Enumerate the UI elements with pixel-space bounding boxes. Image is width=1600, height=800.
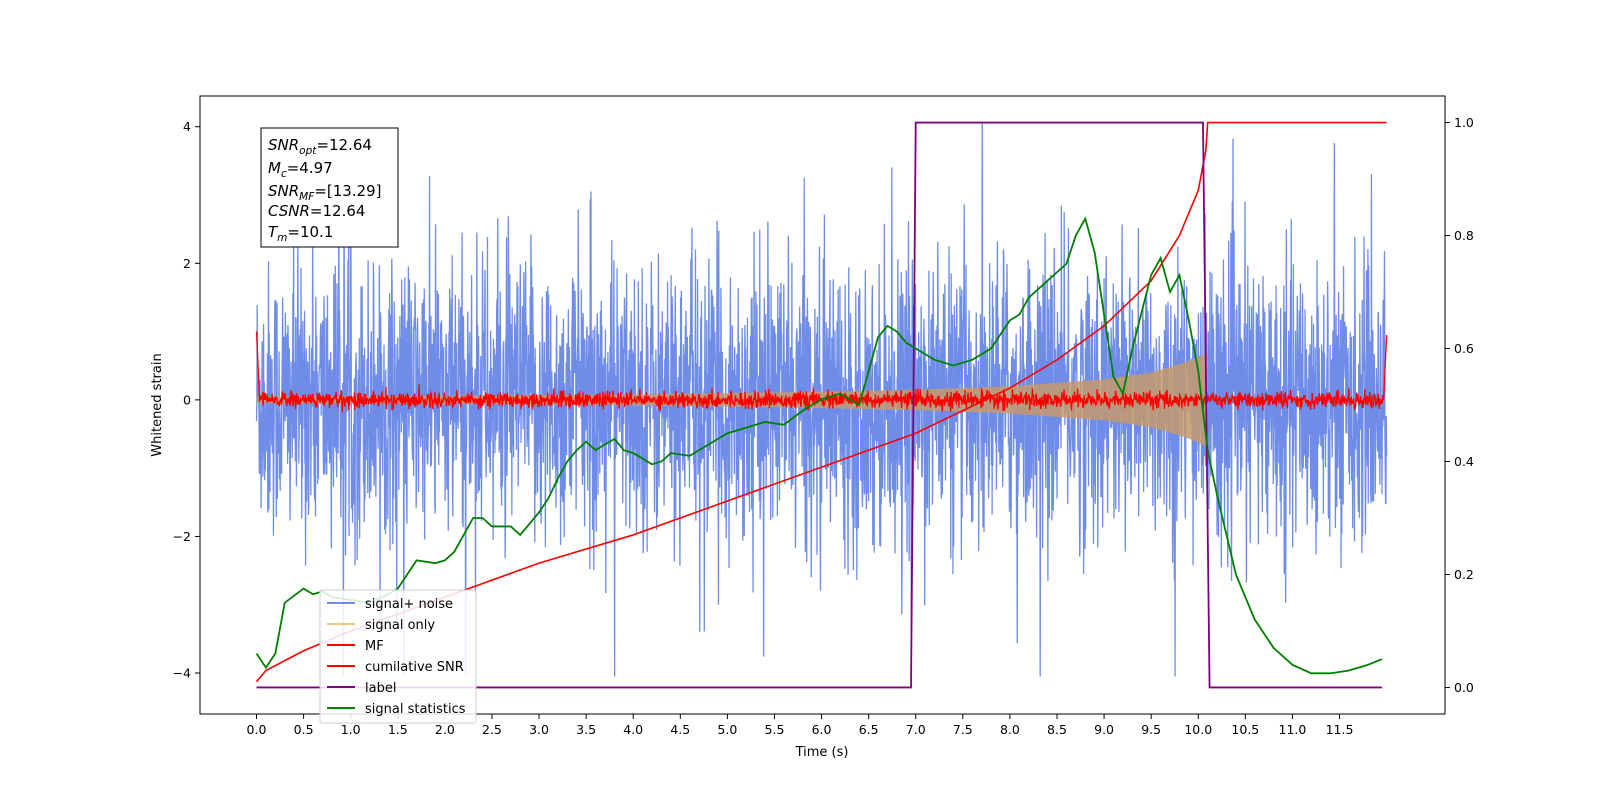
x-tick-label: 4.0 — [623, 722, 643, 737]
x-tick-label: 5.0 — [717, 722, 737, 737]
y-tick-label: 4 — [183, 119, 191, 134]
x-tick-label: 11.0 — [1279, 722, 1307, 737]
x-tick-label: 1.0 — [341, 722, 361, 737]
x-tick-label: 6.5 — [859, 722, 879, 737]
x-axis: 0.0 0.5 1.0 1.5 2.0 2.5 3.0 3.5 4.0 4.5 5.0 5.5 6.0 6… — [247, 714, 1354, 737]
x-tick-label: 3.5 — [576, 722, 596, 737]
x-tick-label: 6.0 — [812, 722, 832, 737]
x-tick-label: 8.5 — [1047, 722, 1067, 737]
stats-snr-mf: SNRMF=[13.29] — [268, 182, 382, 203]
signal-statistics-series — [255, 216, 1383, 675]
y2-tick-label: 0.0 — [1454, 680, 1474, 695]
x-tick-label: 5.5 — [765, 722, 785, 737]
y-tick-label: −4 — [173, 666, 191, 681]
legend-label-signal-statistics: signal statistics — [365, 702, 466, 717]
legend-label-mf: MF — [365, 639, 384, 654]
x-tick-label: 7.0 — [906, 722, 926, 737]
plot-frame — [199, 95, 1446, 715]
y-tick-label: 2 — [183, 256, 191, 271]
y2-tick-label: 1.0 — [1454, 115, 1474, 130]
stats-snr-opt: SNRopt=12.64 — [268, 136, 372, 157]
y2-tick-label: 0.4 — [1454, 454, 1474, 469]
x-tick-label: 9.5 — [1141, 722, 1161, 737]
stats-tm: Tm=10.1 — [268, 223, 333, 244]
x-tick-label: 0.0 — [247, 722, 267, 737]
x-tick-label: 10.5 — [1231, 722, 1259, 737]
x-tick-label: 2.0 — [435, 722, 455, 737]
x-tick-label: 1.5 — [388, 722, 408, 737]
x-tick-label: 10.0 — [1184, 722, 1212, 737]
y-axis-right: 0.0 0.2 0.4 0.6 0.8 1.0 — [1445, 115, 1474, 695]
y-tick-label: −2 — [173, 529, 191, 544]
stats-box: SNRopt=12.64 Mc=4.97 SNRMF=[13.29] CSNR=… — [260, 127, 399, 248]
legend: signal+ noise signal only MF cumilative … — [319, 589, 477, 724]
x-tick-label: 3.0 — [529, 722, 549, 737]
stats-csnr: CSNR=12.64 — [268, 202, 365, 220]
legend-label-signal-only: signal only — [365, 618, 435, 633]
x-tick-label: 11.5 — [1326, 722, 1354, 737]
y2-tick-label: 0.8 — [1454, 228, 1474, 243]
x-axis-label: Time (s) — [795, 745, 849, 760]
mf-series — [255, 331, 1388, 413]
y-axis-left: −4 −2 0 2 4 — [173, 119, 200, 681]
x-tick-label: 8.0 — [1000, 722, 1020, 737]
y2-tick-label: 0.6 — [1454, 341, 1474, 356]
y2-tick-label: 0.2 — [1454, 567, 1474, 582]
x-tick-label: 0.5 — [294, 722, 314, 737]
y-tick-label: 0 — [183, 392, 191, 407]
x-tick-label: 2.5 — [482, 722, 502, 737]
legend-label-cumulative-snr: cumilative SNR — [365, 660, 464, 675]
x-tick-label: 7.5 — [953, 722, 973, 737]
legend-label-signal-noise: signal+ noise — [365, 597, 453, 612]
label-series — [256, 121, 1382, 689]
legend-label-label: label — [365, 681, 396, 696]
stats-mc: Mc=4.97 — [268, 159, 333, 180]
x-tick-label: 4.5 — [670, 722, 690, 737]
y-axis-label: Whitened strain — [150, 353, 165, 456]
x-tick-label: 9.0 — [1094, 722, 1114, 737]
